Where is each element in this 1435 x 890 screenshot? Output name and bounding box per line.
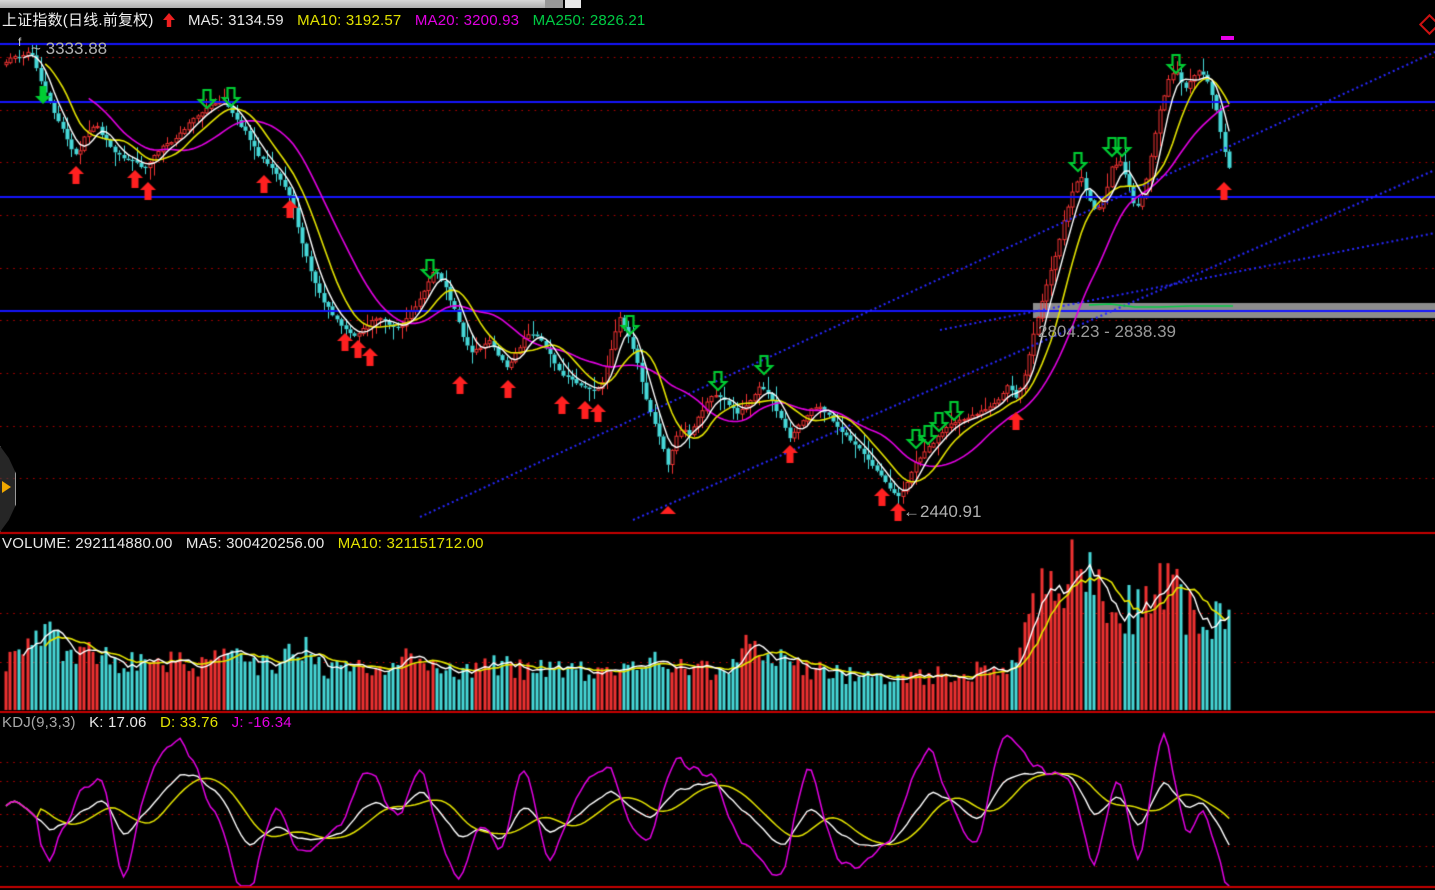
price-band-label: 2804.23 - 2838.39 <box>1038 322 1177 341</box>
volume-value: VOLUME: 292114880.00 <box>2 535 173 552</box>
ma5-legend: MA5: 3134.59 <box>187 12 284 29</box>
ma20-legend: MA20: 3200.93 <box>414 12 520 29</box>
volume-ma10: MA10: 321151712.00 <box>337 535 484 552</box>
titlebar-segment <box>565 0 581 8</box>
volume-ma5: MA5: 300420256.00 <box>185 535 325 552</box>
drawing-flag-label: f <box>18 35 22 49</box>
kdj-k-value: K: 17.06 <box>89 714 147 731</box>
marked-high-label: ~ 3333.88 <box>31 39 108 58</box>
kdj-j-value: J: -16.34 <box>231 714 292 731</box>
kdj-d-value: D: 33.76 <box>159 714 219 731</box>
main-chart-legend: 上证指数(日线.前复权) MA5: 3134.59 MA10: 3192.57 … <box>2 9 654 31</box>
volume-legend: VOLUME: 292114880.00 MA5: 300420256.00 M… <box>2 535 493 552</box>
expand-arrow-icon <box>2 481 11 493</box>
kdj-name: KDJ(9,3,3) <box>2 714 76 731</box>
titlebar-segment <box>0 0 545 8</box>
marked-low-label: ←2440.91 <box>903 502 982 521</box>
kdj-legend: KDJ(9,3,3) K: 17.06 D: 33.76 J: -16.34 <box>2 714 301 731</box>
ma250-legend: MA250: 2826.21 <box>532 12 646 29</box>
drawing-dash-marker[interactable] <box>1221 36 1234 40</box>
ma10-legend: MA10: 3192.57 <box>297 12 402 29</box>
titlebar-segment <box>545 0 563 8</box>
instrument-title: 上证指数(日线.前复权) <box>2 12 154 29</box>
window-titlebar-fragment <box>0 0 1435 8</box>
red-up-arrow-icon <box>162 13 175 31</box>
